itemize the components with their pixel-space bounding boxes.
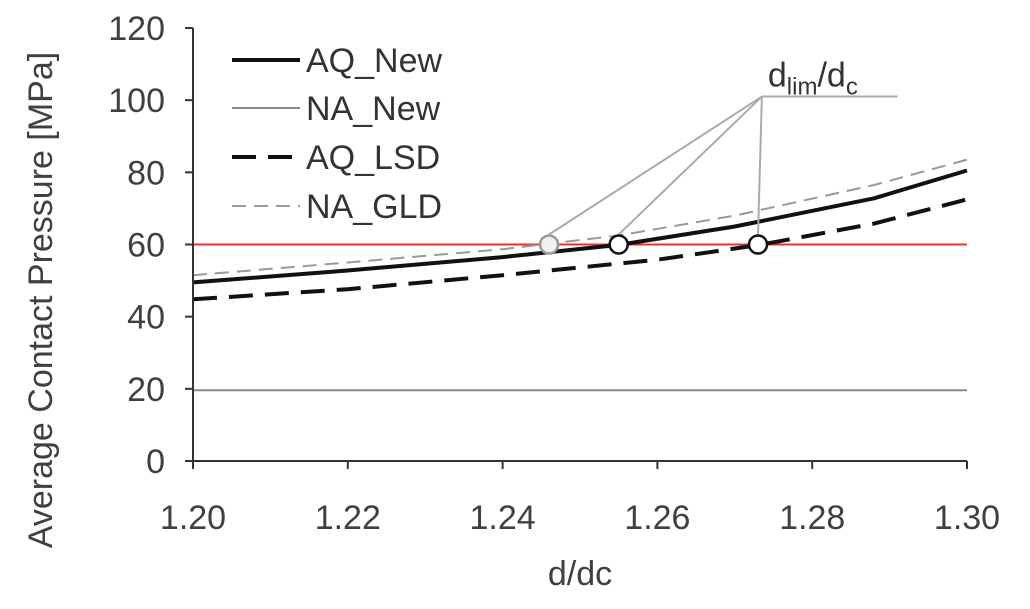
limit-marker xyxy=(608,234,629,255)
annotation-label: dlim/dc xyxy=(768,57,858,101)
axes-layer: 0 20 40 60 80 100 120 1.20 1.22 1.24 1.26 1.28 1.30 xyxy=(108,10,1000,537)
legend-label: AQ_LSD xyxy=(306,139,440,177)
limit-marker xyxy=(747,234,769,255)
x-tick-label: 1.22 xyxy=(315,499,381,537)
annotation-layer: dlim/dc xyxy=(548,57,898,236)
y-tick-label: 60 xyxy=(127,227,165,265)
y-tick-label: 0 xyxy=(146,443,165,481)
x-tick-label: 1.28 xyxy=(779,499,845,537)
x-tick-label: 1.26 xyxy=(624,499,690,537)
legend-label: NA_New xyxy=(306,90,441,128)
x-tick-label: 1.20 xyxy=(160,499,226,537)
x-tick-label: 1.24 xyxy=(470,499,536,537)
annotation-leader-line xyxy=(548,95,763,236)
y-tick-label: 120 xyxy=(108,10,165,48)
legend: AQ_New NA_New AQ_LSD NA_GLD xyxy=(232,42,442,226)
annotation-leader-line xyxy=(757,96,763,235)
limit-marker xyxy=(538,234,560,255)
legend-label: AQ_New xyxy=(306,42,442,80)
x-axis-title: d/dc xyxy=(548,555,612,593)
y-tick-label: 100 xyxy=(108,82,165,120)
legend-label: NA_GLD xyxy=(306,188,442,226)
marker-layer xyxy=(538,234,769,255)
y-tick-label: 40 xyxy=(127,299,165,337)
y-tick-label: 20 xyxy=(127,371,165,409)
y-tick-label: 80 xyxy=(127,154,165,192)
y-axis-title: Average Contact Pressure [MPa] xyxy=(22,52,60,548)
annotation-leader-line xyxy=(618,95,763,236)
series-line-aq-lsd xyxy=(192,197,968,302)
x-tick-label: 1.30 xyxy=(934,499,1000,537)
